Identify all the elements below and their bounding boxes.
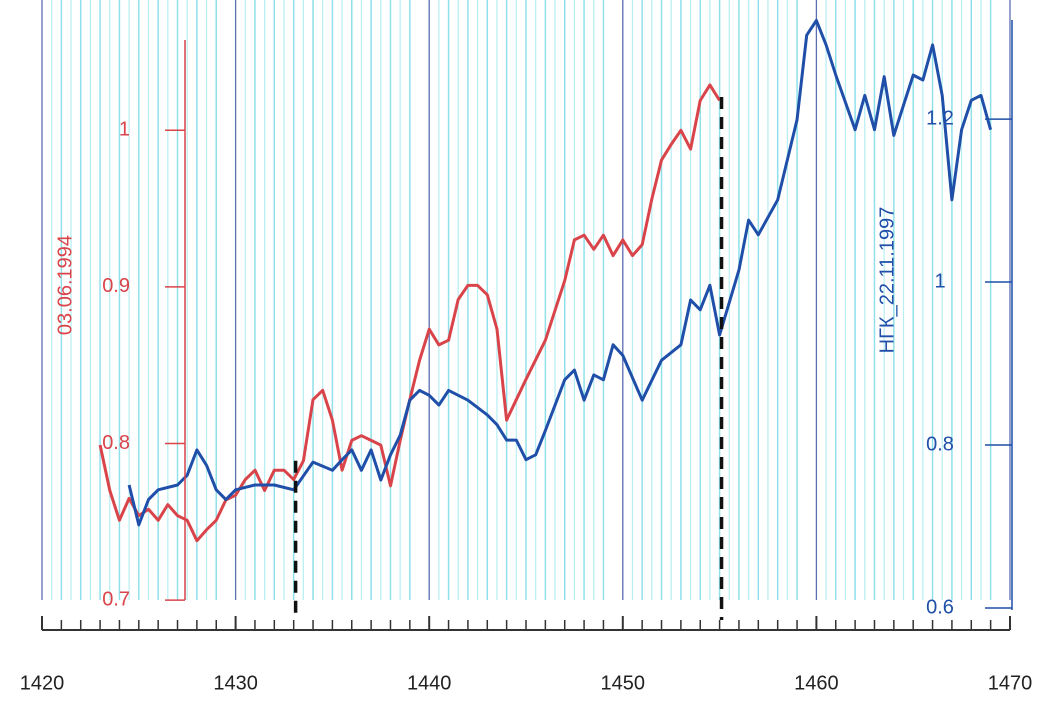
y2-axis-label: НГК_22.11.1997 <box>876 207 898 354</box>
x-tick-label: 1430 <box>213 672 258 694</box>
plot <box>98 19 993 543</box>
y-tick-label: 1 <box>119 119 130 141</box>
y2-tick-label: 1 <box>934 270 945 292</box>
y2-tick-label: 0.8 <box>926 433 954 455</box>
y2-tick-label: 1.2 <box>926 107 954 129</box>
x-tick-label: 1440 <box>407 672 452 694</box>
grid <box>41 0 1011 600</box>
x-tick-label: 1460 <box>794 672 839 694</box>
y-tick-label: 0.8 <box>102 432 130 454</box>
y-tick-label: 0.7 <box>102 588 130 610</box>
y-tick-label: 0.9 <box>102 275 130 297</box>
x-tick-label: 1470 <box>988 672 1033 694</box>
y-axis-label: 03.06.1994 <box>54 235 76 335</box>
x-tick-label: 1450 <box>601 672 646 694</box>
y2-tick-label: 0.6 <box>926 596 954 618</box>
line-series <box>127 19 993 527</box>
x-tick-label: 1420 <box>20 672 65 694</box>
